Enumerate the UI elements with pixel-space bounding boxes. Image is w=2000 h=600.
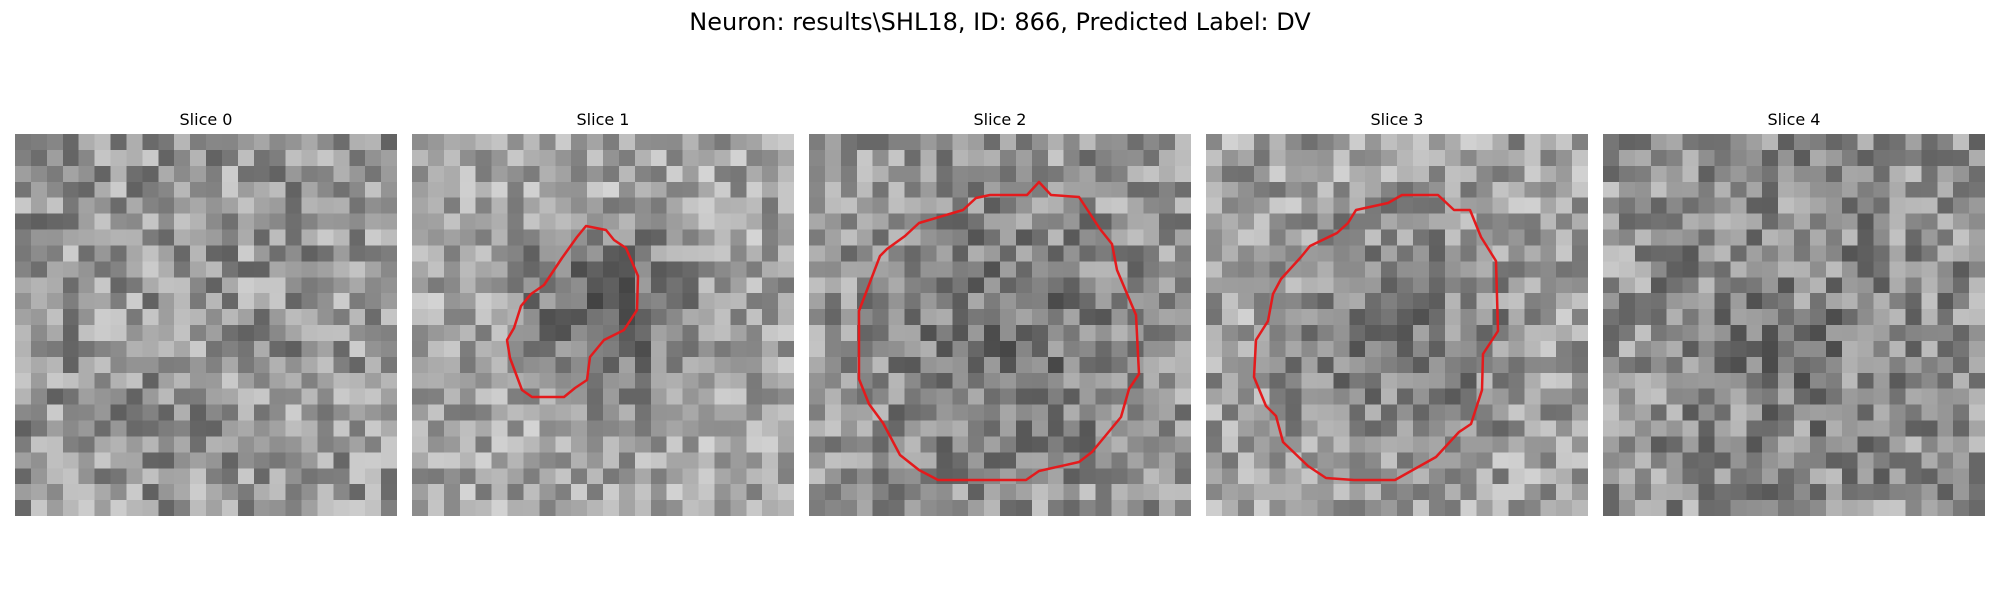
slice-1-image	[412, 134, 794, 516]
slice-2-image	[809, 134, 1191, 516]
slice-3-image	[1206, 134, 1588, 516]
slice-0-image	[15, 134, 397, 516]
figure-title: Neuron: results\SHL18, ID: 866, Predicte…	[689, 8, 1311, 36]
slice-1-title: Slice 1	[576, 110, 630, 129]
slice-2-title: Slice 2	[973, 110, 1027, 129]
slice-4-title: Slice 4	[1767, 110, 1821, 129]
slice-4-image	[1603, 134, 1985, 516]
slice-3-title: Slice 3	[1370, 110, 1424, 129]
slice-0-title: Slice 0	[179, 110, 233, 129]
